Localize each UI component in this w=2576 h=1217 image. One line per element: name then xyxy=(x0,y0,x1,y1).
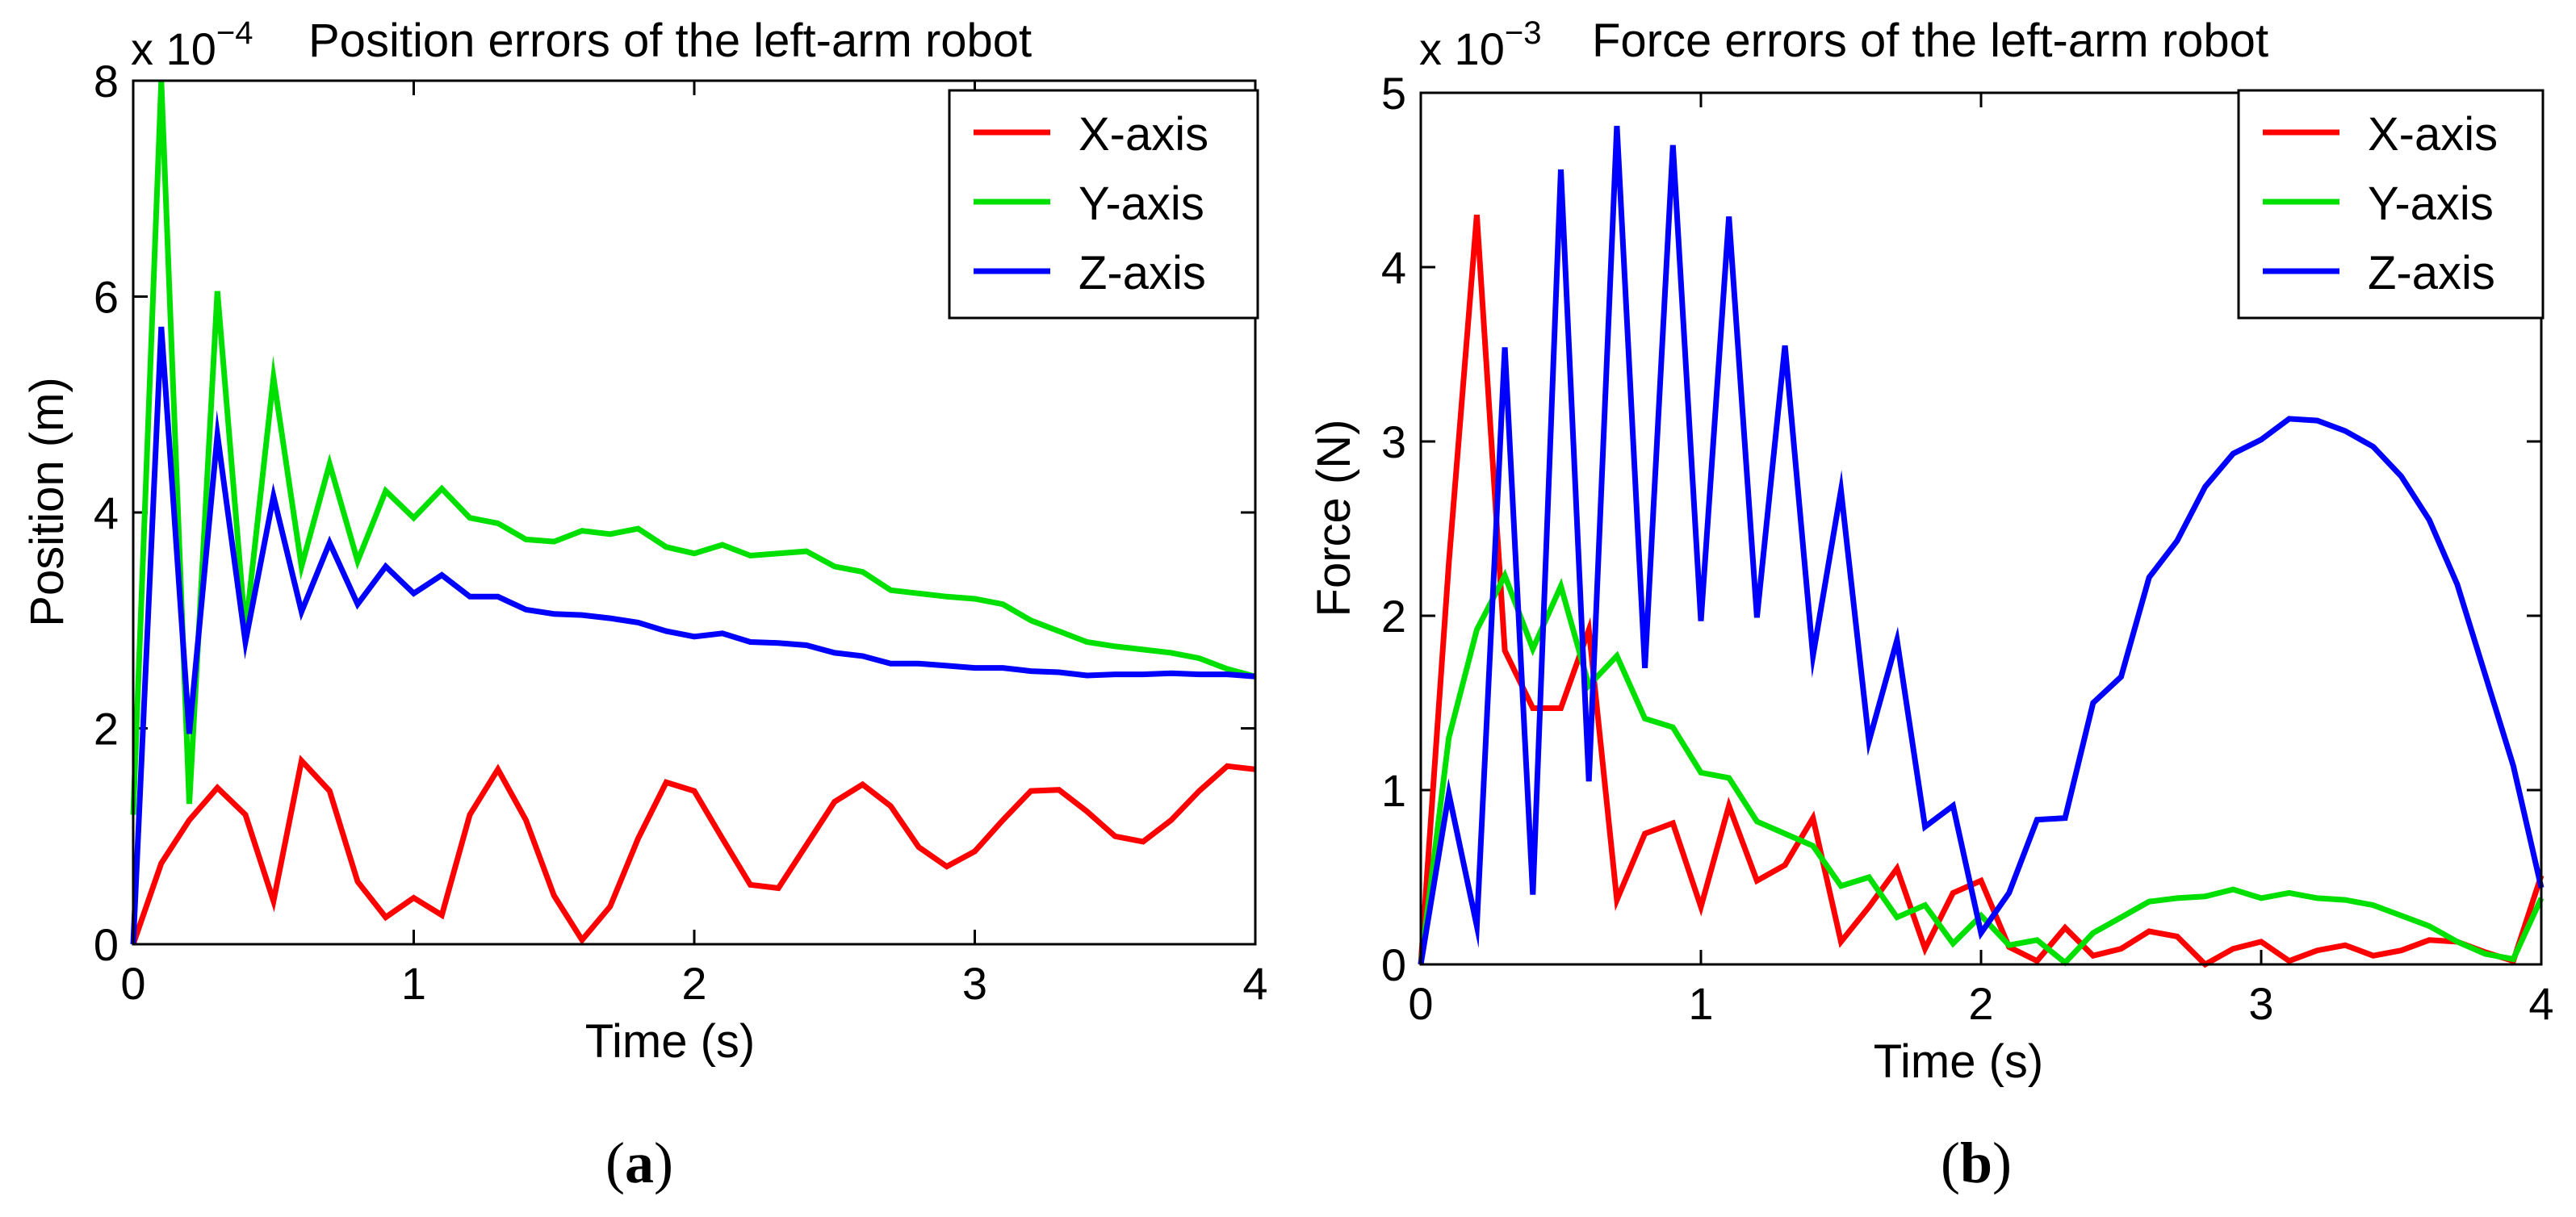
y-tick-label: 0 xyxy=(1381,939,1406,990)
legend: X-axis Y-axis Z-axis xyxy=(2237,89,2545,320)
y-tick-label: 2 xyxy=(1381,591,1406,642)
y-tick-label: 3 xyxy=(1381,416,1406,467)
chart-title: Position errors of the left-arm robot xyxy=(308,15,1032,67)
legend-label: Y-axis xyxy=(1079,178,1204,230)
x-tick-label: 2 xyxy=(1968,978,1993,1029)
series-line-z-axis xyxy=(1418,125,2545,965)
legend-label: Y-axis xyxy=(2368,178,2494,230)
x-axis-ticks: 0 1 2 3 4 xyxy=(120,81,1268,1009)
y-tick-label: 8 xyxy=(94,56,119,107)
x-tick-label: 4 xyxy=(2528,978,2553,1029)
series-line-y-axis xyxy=(1418,568,2545,967)
panel-b-force-errors: x 10−3 Force errors of the left-arm robo… xyxy=(1308,15,2554,1195)
plot-lines xyxy=(1418,125,2545,968)
y-axis-label: Force (N) xyxy=(1308,420,1360,617)
plot-frame xyxy=(132,79,1257,946)
series-line-x-axis xyxy=(1418,214,2545,968)
panel-label: (a) xyxy=(605,1131,673,1195)
y-tick-label: 6 xyxy=(94,272,119,323)
x-tick-label: 3 xyxy=(962,958,987,1009)
legend-label: Z-axis xyxy=(1079,247,1206,299)
legend: X-axis Y-axis Z-axis xyxy=(948,89,1259,320)
x-tick-label: 1 xyxy=(401,958,426,1009)
y-axis-ticks: 0 1 2 3 4 5 xyxy=(1381,68,2541,990)
y-multiplier: x 10−4 xyxy=(131,15,253,74)
legend-label: X-axis xyxy=(1079,108,1208,161)
y-tick-label: 4 xyxy=(94,487,119,538)
x-tick-label: 0 xyxy=(1408,978,1433,1029)
chart-title: Force errors of the left-arm robot xyxy=(1592,15,2268,67)
x-tick-label: 0 xyxy=(120,958,145,1009)
x-tick-label: 3 xyxy=(2248,978,2273,1029)
y-tick-label: 2 xyxy=(94,704,119,755)
y-axis-label: Position (m) xyxy=(21,377,73,626)
panel-a-position-errors: x 10−4 Position errors of the left-arm r… xyxy=(21,15,1268,1195)
x-tick-label: 2 xyxy=(681,958,706,1009)
x-axis-label: Time (s) xyxy=(1874,1035,2043,1088)
y-tick-label: 0 xyxy=(94,919,119,970)
y-tick-label: 5 xyxy=(1381,68,1406,119)
x-tick-label: 4 xyxy=(1242,958,1267,1009)
y-multiplier: x 10−3 xyxy=(1419,15,1541,74)
plot-frame xyxy=(1419,91,2543,966)
x-tick-label: 1 xyxy=(1688,978,1713,1029)
legend-label: Z-axis xyxy=(2368,247,2495,299)
y-tick-label: 4 xyxy=(1381,242,1406,293)
panel-label: (b) xyxy=(1941,1131,2012,1195)
x-axis-label: Time (s) xyxy=(585,1015,755,1068)
plot-lines xyxy=(130,80,1256,946)
series-line-z-axis xyxy=(130,326,1256,945)
y-tick-label: 1 xyxy=(1381,765,1406,816)
y-axis-ticks: 0 2 4 6 8 xyxy=(94,56,1255,970)
legend-label: X-axis xyxy=(2368,108,2498,161)
series-line-x-axis xyxy=(130,755,1256,946)
series-line-y-axis xyxy=(130,80,1256,815)
